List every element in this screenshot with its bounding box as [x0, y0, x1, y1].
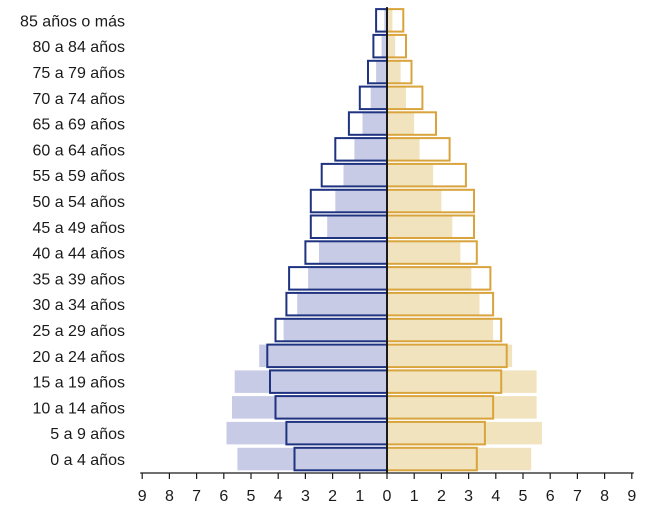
x-tick-label-0: 9: [138, 488, 147, 505]
x-tick-label-5: 4: [274, 488, 283, 505]
x-tick-label-11: 2: [437, 488, 446, 505]
bg-bar-right-10: [387, 189, 442, 213]
bg-bar-left-8: [319, 241, 387, 264]
bg-bar-left-3: [234, 370, 387, 393]
bg-bar-right-13: [387, 112, 415, 135]
x-tick-label-7: 2: [328, 488, 337, 505]
bg-bar-right-7: [387, 267, 472, 290]
bg-bar-left-10: [335, 189, 387, 213]
bg-bar-right-4: [387, 344, 513, 368]
bg-bar-left-4: [259, 344, 387, 368]
age-label-9: 45 a 49 años: [32, 220, 125, 237]
bg-bar-left-7: [308, 267, 387, 290]
bg-bar-left-1: [226, 421, 387, 445]
age-label-14: 70 a 74 años: [32, 91, 125, 108]
x-tick-label-13: 4: [491, 488, 500, 505]
bg-bar-left-9: [327, 215, 387, 238]
age-label-2: 10 a 14 años: [32, 400, 125, 417]
x-axis: 9 8 7 6 5 4 3 2 1 0 1 2 3 4 5 6 7 8 9: [138, 472, 636, 505]
bg-bar-left-2: [232, 396, 387, 419]
age-group-labels: 0 a 4 años 5 a 9 años 10 a 14 años 15 a 19 …: [20, 13, 125, 469]
x-tick-label-8: 1: [355, 488, 364, 505]
age-label-4: 20 a 24 años: [32, 349, 125, 366]
age-label-3: 15 a 19 años: [32, 375, 125, 392]
age-label-5: 25 a 29 años: [32, 323, 125, 340]
x-tick-label-18: 9: [627, 488, 636, 505]
age-label-0: 0 a 4 años: [50, 452, 125, 469]
age-label-11: 55 a 59 años: [32, 168, 125, 185]
bg-bar-right-6: [387, 292, 480, 316]
bg-bar-right-3: [387, 370, 537, 393]
age-label-6: 30 a 34 años: [32, 297, 125, 314]
bg-bar-right-15: [387, 60, 401, 84]
bg-bar-right-16: [387, 34, 396, 58]
age-label-13: 65 a 69 años: [32, 117, 125, 134]
age-label-7: 35 a 39 años: [32, 271, 125, 288]
bg-bar-left-16: [381, 34, 387, 58]
bg-bar-left-17: [384, 9, 387, 32]
bg-bar-left-15: [376, 60, 387, 84]
bg-bar-right-2: [387, 396, 537, 419]
bg-bar-left-13: [362, 112, 387, 135]
bg-bar-right-11: [387, 163, 434, 187]
bg-bar-right-9: [387, 215, 453, 238]
age-label-16: 80 a 84 años: [32, 39, 125, 56]
bg-bar-right-5: [387, 318, 494, 342]
x-tick-label-3: 6: [219, 488, 228, 505]
bg-bar-left-14: [370, 86, 387, 110]
bg-bar-left-5: [283, 318, 387, 342]
age-label-15: 75 a 79 años: [32, 65, 125, 82]
x-tick-label-4: 5: [247, 488, 256, 505]
bg-bar-left-12: [354, 138, 387, 161]
bg-bar-right-14: [387, 86, 406, 110]
bg-bar-left-6: [297, 292, 387, 316]
background-bars: [226, 9, 542, 471]
x-tick-label-14: 5: [519, 488, 528, 505]
x-tick-label-2: 7: [192, 488, 201, 505]
age-label-10: 50 a 54 años: [32, 194, 125, 211]
bg-bar-left-0: [237, 447, 387, 471]
bg-bar-right-1: [387, 421, 542, 445]
bg-bar-left-11: [343, 163, 387, 187]
x-tick-label-10: 1: [410, 488, 419, 505]
bg-bar-right-8: [387, 241, 461, 264]
x-tick-label-9: 0: [383, 488, 392, 505]
x-tick-label-6: 3: [301, 488, 310, 505]
x-tick-label-17: 8: [600, 488, 609, 505]
x-tick-label-16: 7: [573, 488, 582, 505]
age-label-17: 85 años o más: [20, 13, 125, 30]
bg-bar-right-0: [387, 447, 532, 471]
bg-bar-right-17: [387, 9, 393, 32]
x-tick-label-15: 6: [546, 488, 555, 505]
age-label-12: 60 a 64 años: [32, 142, 125, 159]
age-label-8: 40 a 44 años: [32, 246, 125, 263]
age-label-1: 5 a 9 años: [50, 426, 125, 443]
bg-bar-right-12: [387, 138, 420, 161]
x-tick-label-12: 3: [464, 488, 473, 505]
x-tick-label-1: 8: [165, 488, 174, 505]
